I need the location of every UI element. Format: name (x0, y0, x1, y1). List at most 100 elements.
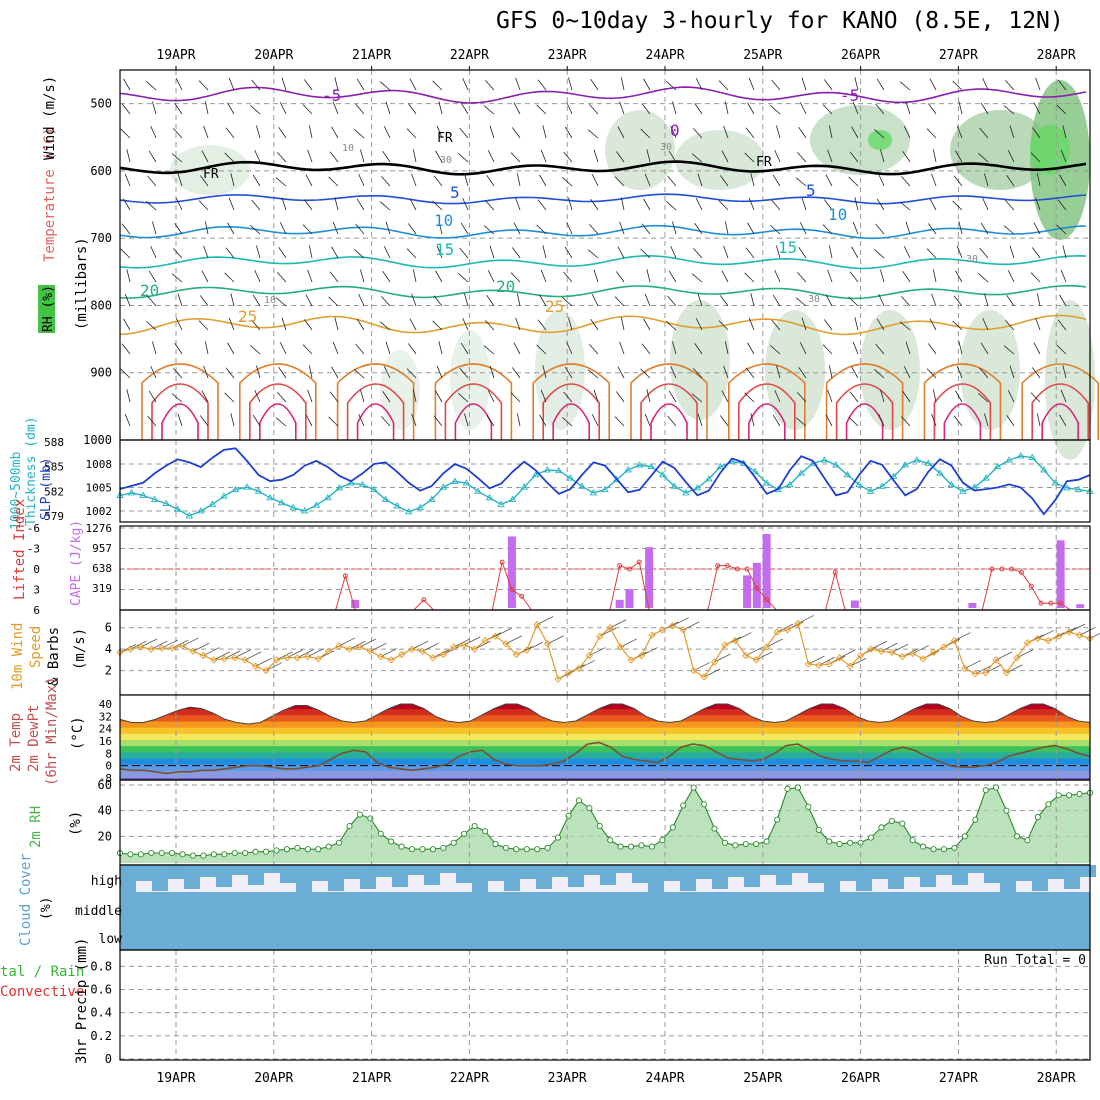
upper-wind-barb (744, 392, 755, 403)
upper-wind-barb (564, 366, 573, 379)
rh2-point (628, 843, 635, 850)
upper-wind-barb (381, 416, 391, 427)
upper-wind-barb (723, 245, 729, 259)
wind-speed-point (210, 656, 218, 664)
diurnal-isotherm (141, 363, 219, 440)
cloud-high-bar (488, 865, 504, 881)
wind-barb (735, 632, 752, 641)
wind-speed-point (126, 645, 135, 653)
diurnal-isotherm (434, 363, 513, 440)
rh2-point (1034, 814, 1041, 821)
upper-wind-barb (876, 318, 885, 331)
upper-wind-barb (1005, 320, 1015, 331)
li-point (509, 587, 515, 592)
upper-wind-barb (334, 77, 339, 91)
upper-wind-barb (771, 79, 781, 91)
temp-tick-label: 24 (99, 723, 113, 736)
upper-wind-barb (953, 295, 963, 307)
wind-speed-point (1075, 631, 1084, 639)
wind-barb (307, 648, 324, 658)
wind-speed-point (929, 648, 938, 656)
upper-wind-barb (955, 150, 963, 163)
upper-wind-barb (1009, 245, 1015, 259)
cloud-high-bar (552, 865, 568, 877)
upper-wind-barb (797, 272, 807, 283)
upper-wind-barb (721, 270, 729, 283)
upper-wind-barb (152, 221, 157, 235)
upper-wind-barb (617, 366, 625, 379)
upper-wind-barb (694, 342, 703, 355)
date-label-bottom: 24APR (645, 1071, 684, 1086)
thickness-point (312, 501, 321, 508)
upper-wind-barb (926, 128, 937, 139)
upper-wind-barb (926, 368, 937, 379)
cloud-high-bar (520, 865, 536, 879)
thickness-point (497, 500, 505, 507)
rh-shading (380, 350, 420, 430)
upper-wind-barb (563, 391, 573, 403)
thickness-point (693, 484, 702, 491)
wind-speed-point (669, 621, 677, 630)
thickness-point (347, 479, 355, 486)
freezing-label: FR (437, 131, 453, 146)
rh2-point (847, 839, 854, 846)
upper-wind-barb (824, 319, 833, 331)
diurnal-isotherm (239, 363, 317, 440)
rh-shading (860, 310, 920, 430)
upper-wind-barb (928, 223, 937, 235)
upper-wind-barb (485, 80, 495, 91)
temp-axis-label: 2m Temp (8, 713, 24, 772)
thickness-axis-label: 1000~500mb (9, 452, 24, 530)
wind-speed-point (304, 653, 312, 661)
wind-speed-point (940, 643, 948, 651)
upper-wind-barb (1003, 225, 1015, 235)
upper-wind-barb (460, 102, 469, 115)
wind-speed-point (773, 628, 781, 636)
upper-wind-barb (587, 249, 599, 259)
wind-barb (1016, 649, 1034, 659)
upper-wind-barb (822, 104, 833, 115)
upper-wind-barb (201, 390, 209, 403)
upper-wind-barb (646, 389, 651, 403)
rh2-point (1045, 801, 1052, 808)
wind-barb (766, 638, 783, 648)
slp-tick-label: 1005 (86, 482, 113, 495)
upper-wind-barb (360, 389, 365, 403)
upper-wind-barb (720, 295, 729, 307)
wind-speed-point (533, 620, 541, 629)
cloud-high-bar (600, 865, 616, 885)
temp-unit-label: (°C) (70, 716, 86, 750)
wind-speed-point (783, 626, 792, 634)
upper-wind-barb (770, 225, 781, 235)
upper-wind-barb (899, 81, 911, 91)
rh2-point (899, 820, 906, 827)
rh2-point (794, 784, 802, 791)
upper-wind-barb (331, 366, 339, 379)
upper-wind-barb (382, 390, 391, 403)
upper-wind-barb (358, 413, 365, 427)
wind-speed-point (919, 655, 927, 663)
cloud-high-bar (856, 865, 872, 891)
upper-wind-barb (334, 317, 339, 331)
upper-wind-barb (668, 270, 677, 283)
upper-wind-barb (383, 366, 391, 379)
upper-wind-barb (590, 78, 599, 91)
upper-wind-barb (406, 248, 417, 259)
upper-wind-barb (562, 177, 573, 187)
upper-wind-barb (979, 247, 989, 259)
upper-wind-barb (670, 365, 677, 379)
isotherm-label: -5 (322, 86, 341, 105)
upper-wind-barb (770, 345, 781, 355)
diurnal-isotherm (640, 383, 698, 440)
thickness-point (785, 480, 794, 488)
upper-wind-barb (666, 321, 677, 331)
upper-wind-barb (697, 293, 703, 307)
rh2-point (753, 840, 760, 848)
wind-barb (610, 619, 627, 629)
upper-wind-barb (952, 320, 963, 331)
wind-speed-point (147, 645, 155, 653)
rh2-point (993, 784, 1000, 791)
cloud-high-bar (936, 865, 952, 875)
li-point (626, 566, 632, 572)
